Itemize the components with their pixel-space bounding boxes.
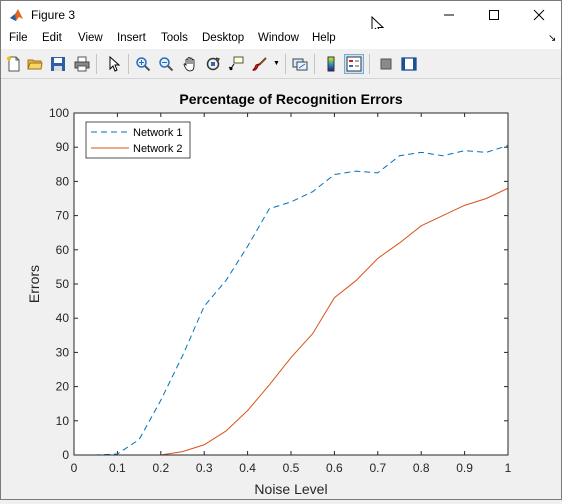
minimize-icon <box>443 14 454 16</box>
x-tick-label: 0.3 <box>196 461 213 475</box>
open-file-button[interactable] <box>25 54 45 74</box>
legend-icon <box>346 56 362 72</box>
y-tick-label: 90 <box>56 140 70 154</box>
maximize-icon <box>488 10 499 20</box>
show-plot-tools-icon <box>401 57 417 71</box>
y-tick-label: 100 <box>49 106 69 120</box>
link-plot-icon <box>292 58 308 71</box>
toolbar-separator <box>369 54 370 74</box>
legend-label-network-1: Network 1 <box>133 127 183 139</box>
brush-icon <box>252 57 267 71</box>
x-tick-label: 0 <box>71 461 78 475</box>
menu-view[interactable]: View <box>78 32 103 44</box>
axes-background[interactable] <box>74 113 508 455</box>
show-plot-tools-button[interactable] <box>399 54 419 74</box>
data-cursor-button[interactable] <box>226 54 246 74</box>
zoom-in-icon <box>136 57 151 72</box>
matlab-logo-icon <box>9 7 25 23</box>
maximize-button[interactable] <box>471 1 516 29</box>
brush-button[interactable] <box>250 54 270 74</box>
minimize-button[interactable] <box>426 1 471 29</box>
new-figure-icon <box>7 56 20 72</box>
close-button[interactable] <box>516 1 561 29</box>
x-tick-label: 0.6 <box>326 461 343 475</box>
link-plot-button[interactable] <box>290 54 310 74</box>
axis-ticks: 0 0.1 0.2 0.3 0.4 0.5 0.6 0.7 0.8 0.9 101020304050… <box>49 106 512 475</box>
legend-label-network-2: Network 2 <box>133 143 183 155</box>
save-icon <box>51 57 65 71</box>
menu-tools[interactable]: Tools <box>161 32 188 44</box>
hide-plot-tools-icon <box>380 58 392 70</box>
brush-dropdown-arrow-icon[interactable]: ▼ <box>273 60 280 67</box>
y-tick-label: 60 <box>56 243 70 257</box>
print-button[interactable] <box>72 54 92 74</box>
x-tick-label: 0.4 <box>239 461 256 475</box>
toolbar-separator <box>285 54 286 74</box>
y-tick-label: 0 <box>62 448 69 462</box>
insert-colorbar-button[interactable] <box>321 54 341 74</box>
zoom-out-button[interactable] <box>156 54 176 74</box>
menu-help[interactable]: Help <box>312 32 336 44</box>
rotate-3d-icon <box>206 57 221 71</box>
edit-plot-button[interactable] <box>104 54 124 74</box>
toolbar-separator <box>314 54 315 74</box>
toolbar-separator <box>96 54 97 74</box>
y-tick-label: 70 <box>56 209 70 223</box>
data-cursor-icon <box>228 56 244 71</box>
y-tick-label: 80 <box>56 174 70 188</box>
dock-arrow-icon[interactable]: ↘ <box>548 33 557 44</box>
insert-legend-button[interactable] <box>344 54 364 74</box>
close-icon <box>533 9 544 21</box>
y-tick-label: 50 <box>56 277 70 291</box>
zoom-in-button[interactable] <box>133 54 153 74</box>
pan-hand-icon <box>183 57 195 72</box>
figure-canvas[interactable]: Percentage of Recognition Errors 0 0.1 0.2… <box>1 79 561 499</box>
y-tick-label: 40 <box>56 311 70 325</box>
menu-desktop[interactable]: Desktop <box>202 32 245 44</box>
print-icon <box>74 56 90 72</box>
edit-plot-pointer-icon <box>109 56 121 72</box>
toolbar-separator <box>128 54 129 74</box>
x-tick-label: 0.8 <box>413 461 430 475</box>
rotate-3d-button[interactable] <box>203 54 223 74</box>
open-file-icon <box>27 59 43 70</box>
x-tick-label: 0.5 <box>283 461 300 475</box>
x-tick-label: 0.2 <box>152 461 169 475</box>
menu-file[interactable]: File <box>9 32 28 44</box>
x-tick-label: 1 <box>505 461 512 475</box>
axes-frame <box>73 112 509 456</box>
menu-bar: File Edit View Insert Tools Desktop Wind… <box>1 29 561 49</box>
figure-toolbar: ▼ <box>1 50 561 79</box>
legend[interactable]: Network 1 Network 2 <box>85 121 191 159</box>
hide-plot-tools-button[interactable] <box>376 54 396 74</box>
x-tick-label: 0.1 <box>109 461 126 475</box>
series-line-1[interactable] <box>74 145 509 456</box>
title-bar[interactable]: Figure 3 <box>1 1 561 36</box>
menu-insert[interactable]: Insert <box>117 32 146 44</box>
menu-window[interactable]: Window <box>258 32 299 44</box>
y-axis-label: Errors <box>26 265 42 303</box>
x-axis-label: Noise Level <box>254 481 327 497</box>
save-button[interactable] <box>48 54 68 74</box>
zoom-out-icon <box>159 57 174 72</box>
menu-edit[interactable]: Edit <box>42 32 62 44</box>
pan-button[interactable] <box>180 54 200 74</box>
y-tick-label: 20 <box>56 380 70 394</box>
colorbar-icon <box>327 56 335 72</box>
new-figure-button[interactable] <box>4 54 24 74</box>
chart-title: Percentage of Recognition Errors <box>179 91 402 107</box>
y-tick-label: 30 <box>56 345 70 359</box>
legend-box[interactable] <box>85 121 191 159</box>
y-tick-label: 10 <box>56 414 70 428</box>
x-tick-label: 0.7 <box>369 461 386 475</box>
x-tick-label: 0.9 <box>456 461 473 475</box>
line-chart[interactable]: Percentage of Recognition Errors 0 0.1 0.2… <box>1 79 561 499</box>
window-title: Figure 3 <box>31 8 76 22</box>
